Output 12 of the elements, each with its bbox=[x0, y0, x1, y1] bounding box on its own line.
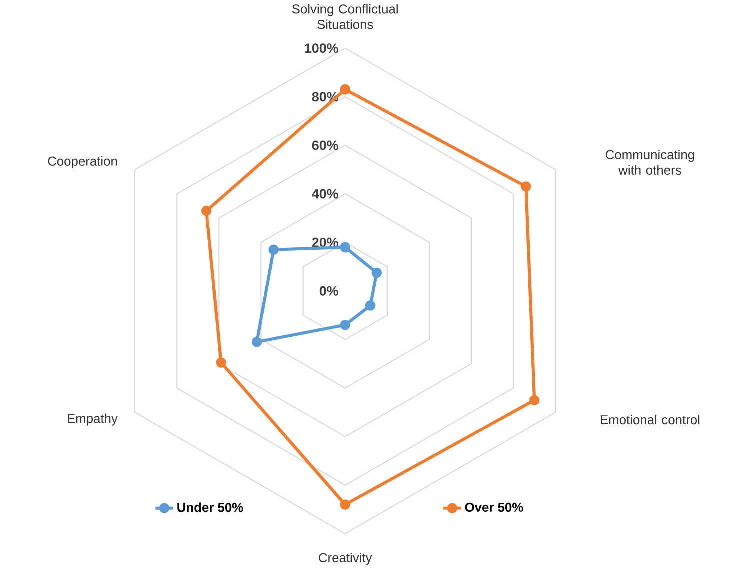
spoke-label: Emotional control bbox=[601, 414, 700, 424]
y-tick-label: 60% bbox=[312, 140, 338, 150]
spoke-label: Cooperation bbox=[48, 156, 118, 168]
legend-label: Over 50% bbox=[465, 502, 524, 512]
spoke-label: Communicating with others bbox=[606, 150, 694, 175]
spoke-label: Solving Conflictual Situations bbox=[292, 4, 398, 30]
spoke-label: Empathy bbox=[68, 414, 118, 426]
spoke-label: Creativity bbox=[319, 552, 372, 565]
y-tick-label: 100% bbox=[305, 43, 338, 53]
legend-label: Under 50% bbox=[178, 502, 244, 512]
y-tick-label: 0% bbox=[320, 286, 338, 296]
y-tick-label: 40% bbox=[312, 189, 338, 199]
